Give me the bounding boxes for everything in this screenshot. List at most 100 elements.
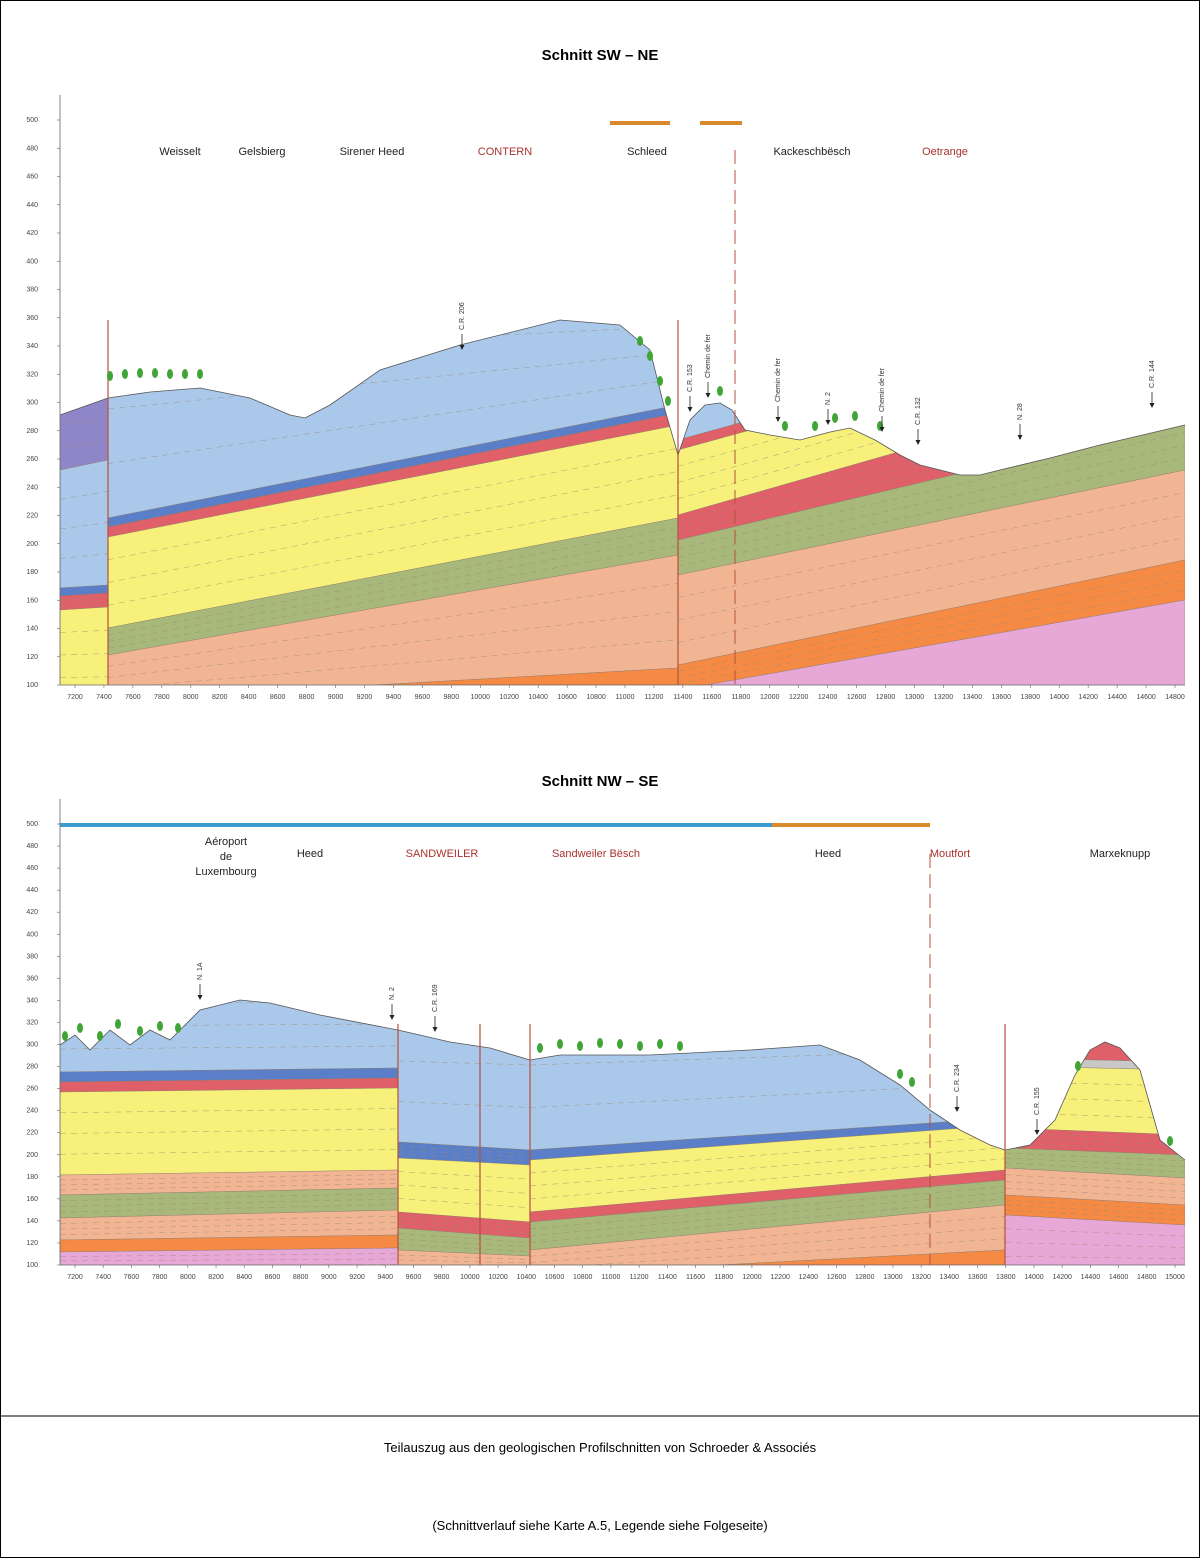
tree bbox=[665, 396, 671, 406]
layer-texture bbox=[678, 300, 1185, 335]
x-tick-label: 12000 bbox=[742, 1274, 762, 1281]
y-tick-label: 260 bbox=[26, 456, 38, 463]
layer-texture bbox=[1005, 1044, 1185, 1047]
x-tick-label: 9800 bbox=[434, 1274, 450, 1281]
section-title: Schnitt SW – NE bbox=[542, 47, 659, 64]
arrow-head bbox=[433, 1027, 438, 1032]
place-label: Schleed bbox=[627, 146, 667, 158]
y-tick-label: 200 bbox=[26, 541, 38, 548]
x-tick-label: 9400 bbox=[386, 694, 402, 701]
tree bbox=[122, 369, 128, 379]
arrow-head bbox=[390, 1015, 395, 1020]
annotation: N. 1A bbox=[197, 962, 204, 980]
y-tick-label: 380 bbox=[26, 287, 38, 294]
y-tick-label: 420 bbox=[26, 230, 38, 237]
x-tick-label: 9400 bbox=[377, 1274, 393, 1281]
y-tick-label: 440 bbox=[26, 887, 38, 894]
x-tick-label: 14800 bbox=[1165, 694, 1185, 701]
x-tick-label: 8400 bbox=[236, 1274, 252, 1281]
tree bbox=[1167, 1136, 1173, 1146]
tree bbox=[897, 1069, 903, 1079]
annotation: C.R. 206 bbox=[459, 302, 466, 330]
x-tick-label: 12800 bbox=[876, 694, 896, 701]
x-tick-label: 10000 bbox=[471, 694, 491, 701]
y-tick-label: 280 bbox=[26, 428, 38, 435]
tree bbox=[577, 1041, 583, 1051]
annotation: C.R. 153 bbox=[687, 364, 694, 392]
arrow-head bbox=[706, 393, 711, 398]
layer-texture bbox=[1005, 1029, 1185, 1031]
x-tick-label: 13200 bbox=[934, 694, 954, 701]
x-tick-label: 12200 bbox=[770, 1274, 790, 1281]
y-tick-label: 220 bbox=[26, 1130, 38, 1137]
x-tick-label: 11200 bbox=[630, 1274, 649, 1281]
x-tick-label: 13600 bbox=[992, 694, 1012, 701]
x-tick-label: 13400 bbox=[963, 694, 983, 701]
x-tick-label: 13000 bbox=[883, 1274, 903, 1281]
x-tick-label: 10800 bbox=[586, 694, 606, 701]
x-tick-label: 10800 bbox=[573, 1274, 593, 1281]
layer-texture bbox=[678, 300, 1185, 405]
tree bbox=[97, 1031, 103, 1041]
place-label: Heed bbox=[297, 848, 323, 860]
x-tick-label: 12800 bbox=[855, 1274, 875, 1281]
x-tick-label: 11800 bbox=[714, 1274, 733, 1281]
y-tick-label: 500 bbox=[26, 821, 38, 828]
cross-section: 1001201401601802002202402602803003203403… bbox=[26, 95, 1185, 701]
x-tick-label: 7800 bbox=[152, 1274, 168, 1281]
caption: (Schnittverlauf siehe Karte A.5, Legende… bbox=[432, 1518, 767, 1533]
place-label: Weisselt bbox=[159, 146, 200, 158]
x-tick-label: 11400 bbox=[673, 694, 692, 701]
y-tick-label: 480 bbox=[26, 843, 38, 850]
annotation: C.R. 144 bbox=[1149, 360, 1156, 388]
y-tick-label: 300 bbox=[26, 1042, 38, 1049]
tree bbox=[115, 1019, 121, 1029]
x-tick-label: 7600 bbox=[124, 1274, 140, 1281]
y-tick-label: 300 bbox=[26, 400, 38, 407]
tree bbox=[812, 421, 818, 431]
tree bbox=[167, 369, 173, 379]
x-tick-label: 11400 bbox=[658, 1274, 677, 1281]
x-tick-label: 9000 bbox=[321, 1274, 337, 1281]
annotation: C.R. 169 bbox=[432, 984, 439, 1012]
x-tick-label: 14400 bbox=[1081, 1274, 1101, 1281]
x-tick-label: 9800 bbox=[444, 694, 460, 701]
x-tick-label: 8000 bbox=[183, 694, 199, 701]
x-tick-label: 7400 bbox=[96, 694, 112, 701]
x-tick-label: 14600 bbox=[1136, 694, 1156, 701]
annotation: N. 2 bbox=[389, 987, 396, 1000]
y-tick-label: 180 bbox=[26, 1174, 38, 1181]
x-tick-label: 9200 bbox=[357, 694, 373, 701]
annotation: Chemin de fer bbox=[879, 367, 886, 412]
y-tick-label: 200 bbox=[26, 1152, 38, 1159]
x-tick-label: 12400 bbox=[799, 1274, 819, 1281]
y-tick-label: 100 bbox=[26, 682, 38, 689]
y-tick-label: 320 bbox=[26, 1019, 38, 1026]
x-tick-label: 10600 bbox=[557, 694, 577, 701]
rock-layer bbox=[398, 980, 530, 1150]
rock-block bbox=[60, 380, 108, 700]
rock-layer bbox=[60, 380, 108, 470]
annotation: C.R. 234 bbox=[954, 1064, 961, 1092]
tree bbox=[909, 1077, 915, 1087]
tree bbox=[657, 1039, 663, 1049]
y-tick-label: 160 bbox=[26, 597, 38, 604]
y-tick-label: 400 bbox=[26, 931, 38, 938]
place-label: Luxembourg bbox=[195, 866, 256, 878]
x-tick-label: 11000 bbox=[601, 1274, 620, 1281]
x-tick-label: 9600 bbox=[415, 694, 431, 701]
x-tick-label: 9200 bbox=[349, 1274, 365, 1281]
tree bbox=[137, 1026, 143, 1036]
caption: Teilauszug aus den geologischen Profilsc… bbox=[384, 1440, 817, 1455]
place-label: CONTERN bbox=[478, 146, 532, 158]
annotation: C.R. 155 bbox=[1034, 1087, 1041, 1115]
x-tick-label: 14200 bbox=[1078, 694, 1098, 701]
annotation: Chemin de fer bbox=[775, 357, 782, 402]
x-tick-label: 13800 bbox=[996, 1274, 1016, 1281]
x-tick-label: 7600 bbox=[125, 694, 141, 701]
place-label: Heed bbox=[815, 848, 841, 860]
x-tick-label: 9600 bbox=[406, 1274, 422, 1281]
rock-block bbox=[108, 300, 678, 700]
layer-texture bbox=[678, 300, 1185, 370]
x-tick-label: 10200 bbox=[488, 1274, 508, 1281]
